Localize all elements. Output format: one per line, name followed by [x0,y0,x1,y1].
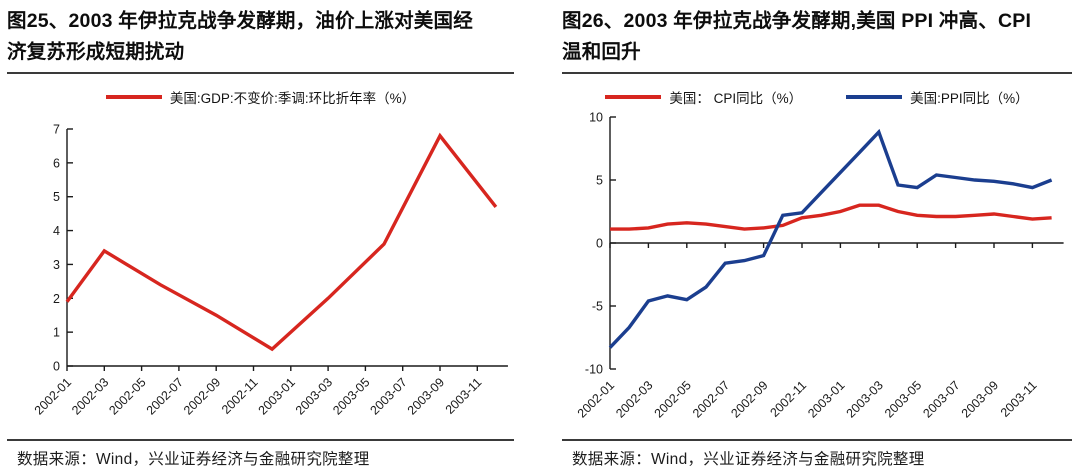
figure-title: 图25、2003 年伊拉克战争发酵期，油价上涨对美国经济复苏形成短期扰动 [7,10,473,63]
svg-text:2002-11: 2002-11 [219,375,261,417]
legend-line-swatch [105,94,162,99]
svg-text:2002-03: 2002-03 [69,375,111,417]
legend-item-cpi: 美国： CPI同比（%） [605,87,802,107]
source-divider [7,439,514,441]
legend-line-swatch [846,94,903,99]
legend-label: 美国:GDP:不变价:季调:环比折年率（%） [169,90,416,106]
svg-text:1: 1 [53,326,60,340]
svg-text:-5: -5 [592,300,603,314]
svg-text:2003-09: 2003-09 [405,375,447,417]
svg-text:2003-01: 2003-01 [256,375,298,417]
svg-text:0: 0 [53,360,60,374]
svg-text:6: 6 [53,156,60,170]
svg-text:2003-05: 2003-05 [882,378,924,420]
svg-text:2002-03: 2002-03 [613,378,655,420]
svg-text:5: 5 [596,174,603,188]
svg-text:2003-11: 2003-11 [443,375,485,417]
figure-panel-25: 图25、2003 年伊拉克战争发酵期，油价上涨对美国经济复苏形成短期扰动 美国:… [7,10,514,468]
legend-line-swatch [605,94,662,99]
title-divider [562,72,1072,74]
svg-text:2003-05: 2003-05 [330,375,372,417]
svg-text:2003-07: 2003-07 [367,375,409,417]
svg-text:2002-01: 2002-01 [575,378,617,420]
svg-text:2002-09: 2002-09 [181,375,223,417]
svg-text:4: 4 [53,224,60,238]
svg-text:2002-07: 2002-07 [690,378,732,420]
legend-label: 美国： CPI同比（%） [669,90,803,106]
legend-label: 美国:PPI同比（%） [910,90,1029,106]
svg-text:5: 5 [53,190,60,204]
line-chart-cpi-ppi: -10-505102002-012002-032002-052002-07200… [575,111,1064,421]
svg-text:2003-01: 2003-01 [805,378,847,420]
source-divider [562,439,1072,441]
chart-legend: 美国： CPI同比（%） 美国:PPI同比（%） [562,86,1072,107]
svg-text:3: 3 [53,258,60,272]
svg-text:10: 10 [589,111,603,125]
data-source-note: 数据来源：Wind，兴业证券经济与金融研究院整理 [572,451,925,468]
svg-text:2003-03: 2003-03 [293,375,335,417]
svg-text:2002-07: 2002-07 [144,375,186,417]
svg-text:2002-01: 2002-01 [32,375,74,417]
svg-text:0: 0 [596,237,603,251]
figure-panel-26: 图26、2003 年伊拉克战争发酵期,美国 PPI 冲高、CPI 温和回升 美国… [540,0,1080,473]
data-source-note: 数据来源：Wind，兴业证券经济与金融研究院整理 [17,451,370,468]
figure-title: 图26、2003 年伊拉克战争发酵期,美国 PPI 冲高、CPI 温和回升 [562,10,1032,63]
svg-text:2003-07: 2003-07 [920,378,962,420]
svg-text:2002-11: 2002-11 [767,378,809,420]
legend-item-ppi: 美国:PPI同比（%） [846,87,1029,107]
svg-text:2003-09: 2003-09 [959,378,1001,420]
svg-text:2003-03: 2003-03 [844,378,886,420]
chart-legend: 美国:GDP:不变价:季调:环比折年率（%） [7,86,514,107]
svg-text:2002-09: 2002-09 [728,378,770,420]
title-divider [7,72,514,74]
svg-text:7: 7 [53,123,60,137]
svg-text:2002-05: 2002-05 [652,378,694,420]
legend-item-gdp: 美国:GDP:不变价:季调:环比折年率（%） [105,87,416,107]
svg-text:2003-11: 2003-11 [998,378,1040,420]
svg-text:-10: -10 [585,363,603,377]
svg-text:2: 2 [53,292,60,306]
svg-text:2002-05: 2002-05 [106,375,148,417]
line-chart-gdp: 012345672002-012002-032002-052002-072002… [32,123,508,418]
